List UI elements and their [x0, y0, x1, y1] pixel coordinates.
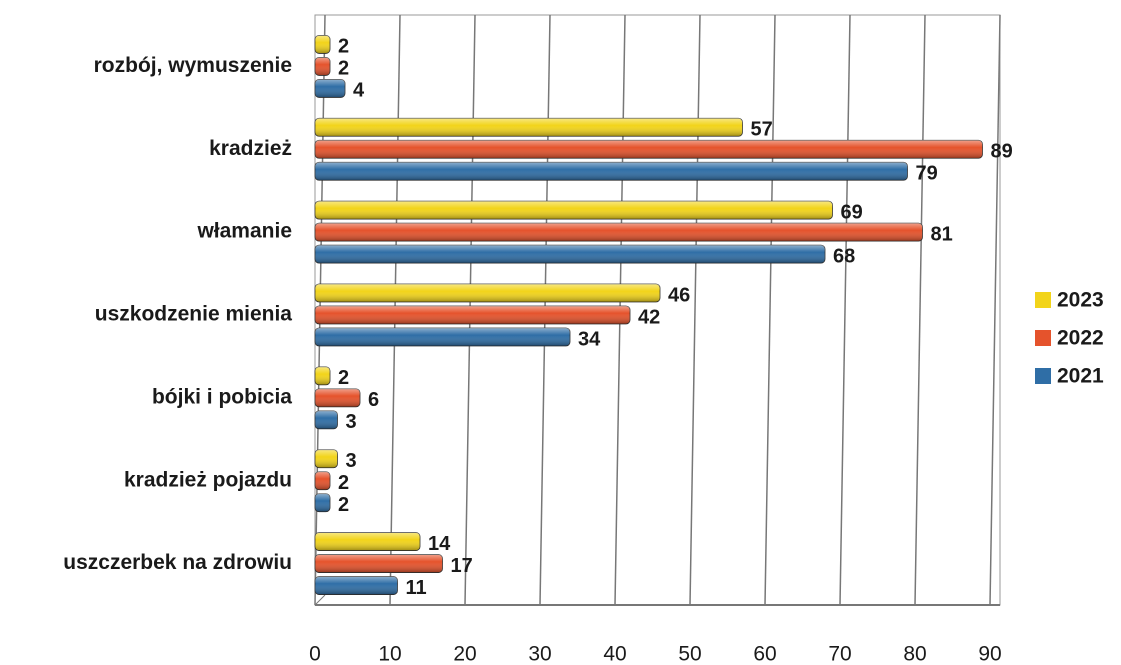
- value-label: 68: [833, 245, 855, 267]
- x-tick-label: 80: [903, 643, 926, 665]
- y-tick-label: rozbój, wymuszenie: [94, 54, 292, 77]
- x-tick-label: 40: [603, 643, 626, 665]
- bar-shade: [315, 306, 631, 324]
- bar-shade: [315, 245, 826, 264]
- value-label: 14: [428, 533, 451, 555]
- bar-shade: [315, 554, 443, 573]
- bar-shade: [315, 449, 338, 468]
- bar-shade: [315, 328, 571, 346]
- y-tick-label: kradzież pojazdu: [124, 468, 292, 491]
- value-label: 6: [368, 389, 379, 411]
- bar-shade: [315, 493, 331, 512]
- value-label: 34: [578, 328, 601, 350]
- value-label: 46: [668, 284, 690, 306]
- grid-line: [764, 14, 776, 606]
- bar-shade: [315, 410, 338, 429]
- bar-shade: [315, 162, 908, 181]
- bar-shade: [315, 223, 923, 242]
- value-label: 69: [841, 201, 863, 223]
- bar-shade: [315, 366, 331, 385]
- bar-shade: [315, 35, 331, 54]
- value-label: 3: [346, 411, 357, 433]
- x-tick-label: 10: [378, 643, 401, 665]
- value-label: 79: [916, 163, 938, 185]
- bar-shade: [315, 57, 331, 76]
- bar-shade: [315, 118, 743, 137]
- legend-swatch: [1035, 330, 1051, 346]
- value-label: 2: [338, 472, 349, 494]
- y-tick-label: uszkodzenie mienia: [95, 303, 293, 326]
- x-tick-label: 60: [753, 643, 776, 665]
- x-tick-label: 20: [453, 643, 476, 665]
- value-label: 81: [931, 223, 953, 245]
- value-label: 11: [406, 577, 427, 599]
- y-tick-label: kradzież: [209, 137, 292, 160]
- value-label: 17: [451, 555, 473, 577]
- value-label: 2: [338, 36, 349, 58]
- legend-swatch: [1035, 368, 1051, 384]
- bar-shade: [315, 79, 346, 98]
- bar-shade: [315, 284, 661, 302]
- bar-shade: [315, 388, 361, 407]
- grid-line: [839, 14, 851, 606]
- x-tick-label: 0: [309, 643, 321, 665]
- legend-swatch: [1035, 292, 1051, 308]
- value-label: 2: [338, 494, 349, 516]
- y-tick-label: uszczerbek na zdrowiu: [63, 551, 292, 574]
- value-label: 42: [638, 306, 660, 328]
- bar-shade: [315, 140, 983, 159]
- value-label: 4: [353, 80, 365, 102]
- y-tick-label: bójki i pobicia: [152, 385, 292, 408]
- legend-label: 2023: [1057, 289, 1104, 312]
- bar-shade: [315, 532, 421, 551]
- bar-shade: [315, 471, 331, 490]
- value-label: 57: [751, 119, 773, 141]
- value-label: 89: [991, 141, 1013, 163]
- x-tick-label: 50: [678, 643, 701, 665]
- bar-shade: [315, 576, 398, 595]
- axis-floor: [314, 594, 326, 606]
- legend-label: 2021: [1057, 365, 1104, 388]
- value-label: 2: [338, 367, 349, 389]
- x-tick-label: 30: [528, 643, 551, 665]
- grid-line: [914, 14, 926, 606]
- value-label: 3: [346, 450, 357, 472]
- legend-label: 2022: [1057, 327, 1104, 350]
- y-tick-label: włamanie: [196, 220, 292, 243]
- x-tick-label: 70: [828, 643, 851, 665]
- grid-line: [689, 14, 701, 606]
- value-label: 2: [338, 58, 349, 80]
- grid-line: [989, 14, 1001, 606]
- bar-shade: [315, 201, 833, 220]
- x-tick-label: 90: [978, 643, 1001, 665]
